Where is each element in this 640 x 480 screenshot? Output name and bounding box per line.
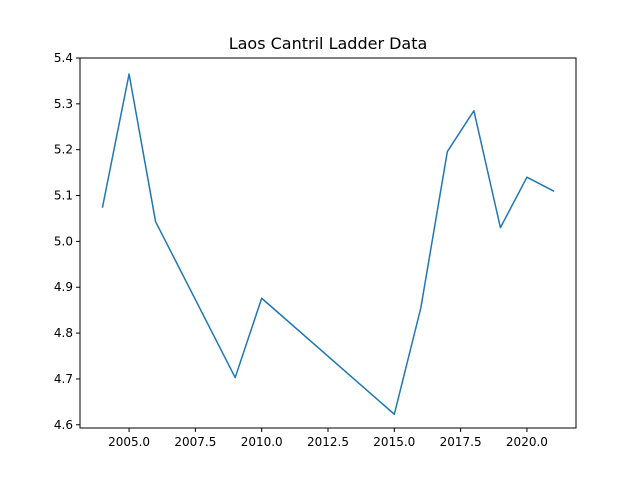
y-tick-label: 5.3	[54, 97, 73, 111]
y-tick-label: 5.1	[54, 189, 73, 203]
plot-area	[101, 73, 555, 415]
y-tick-label: 4.7	[54, 372, 73, 386]
chart-title: Laos Cantril Ladder Data	[229, 34, 428, 53]
y-tick-label: 5.4	[54, 51, 73, 65]
x-tick-label: 2015.0	[373, 435, 415, 449]
y-tick-label: 4.6	[54, 418, 73, 432]
y-tick-label: 5.2	[54, 143, 73, 157]
x-axis: 2005.0 2007.5 2010.0 2012.5 2015.0 2017.5 2020…	[108, 428, 548, 449]
series-line	[101, 73, 555, 415]
y-tick-label: 4.9	[54, 280, 73, 294]
x-tick-label: 2010.0	[241, 435, 283, 449]
y-axis: 4.6 4.7 4.8 4.9 5.0 5.1 5.2 5.3 5.4	[54, 51, 80, 432]
x-tick-label: 2005.0	[108, 435, 150, 449]
x-tick-label: 2017.5	[440, 435, 482, 449]
x-tick-label: 2020.0	[506, 435, 548, 449]
y-tick-label: 5.0	[54, 234, 73, 248]
x-tick-label: 2007.5	[174, 435, 216, 449]
x-tick-label: 2012.5	[307, 435, 349, 449]
y-tick-label: 4.8	[54, 326, 73, 340]
axes-frame	[79, 57, 577, 429]
